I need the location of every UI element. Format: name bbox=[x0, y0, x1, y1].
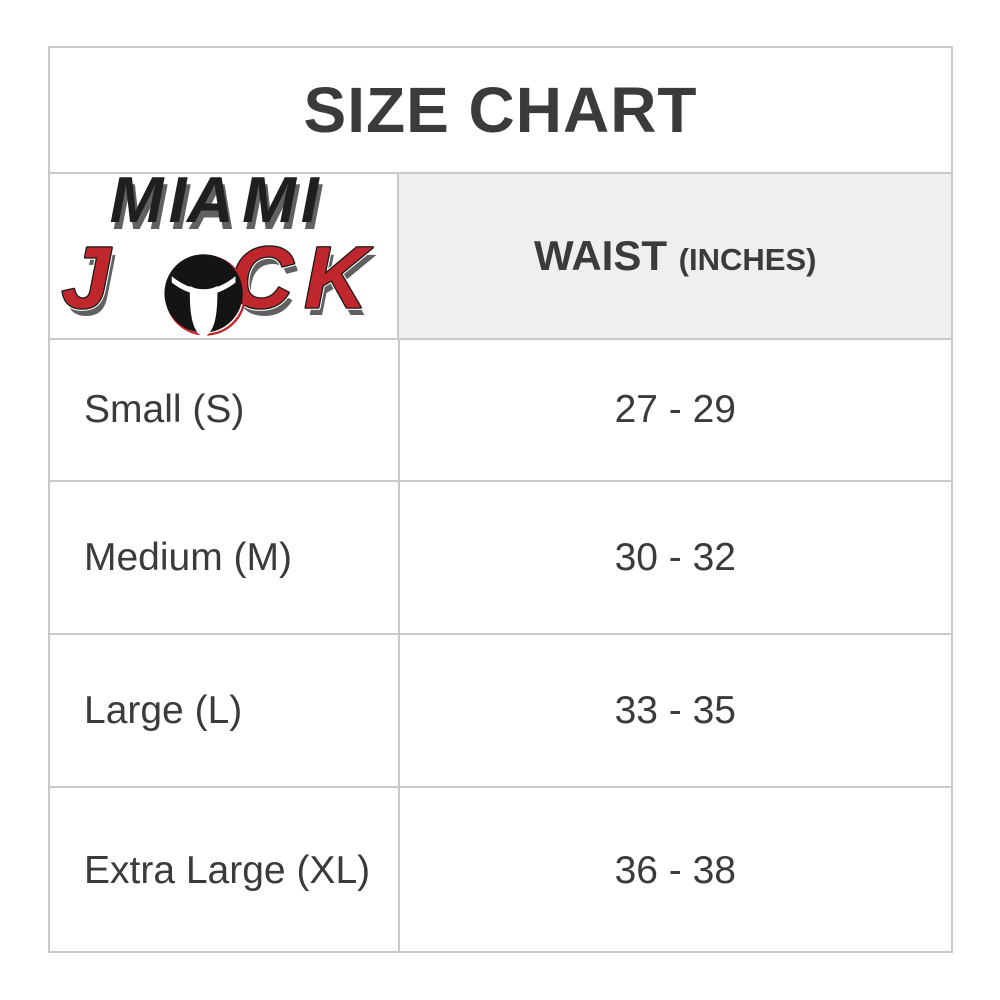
svg-text:I: I bbox=[169, 174, 189, 236]
svg-text:M: M bbox=[242, 174, 298, 236]
svg-text:A: A bbox=[185, 174, 230, 236]
svg-text:J: J bbox=[61, 228, 112, 326]
svg-text:I: I bbox=[301, 174, 321, 236]
svg-text:M: M bbox=[110, 174, 166, 236]
svg-text:K: K bbox=[304, 228, 373, 326]
